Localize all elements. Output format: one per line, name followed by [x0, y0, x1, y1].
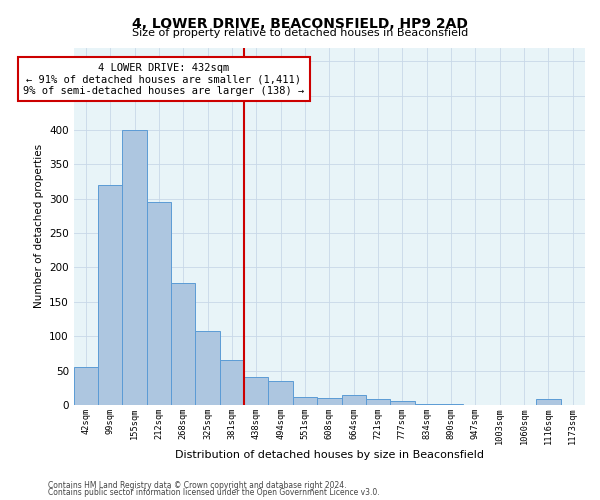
Bar	[122, 130, 147, 405]
Bar	[244, 378, 268, 405]
Text: Size of property relative to detached houses in Beaconsfield: Size of property relative to detached ho…	[132, 28, 468, 38]
Bar	[390, 401, 415, 405]
Bar	[196, 330, 220, 405]
Y-axis label: Number of detached properties: Number of detached properties	[34, 144, 44, 308]
Text: Contains HM Land Registry data © Crown copyright and database right 2024.: Contains HM Land Registry data © Crown c…	[48, 480, 347, 490]
Bar	[98, 185, 122, 405]
Bar	[220, 360, 244, 405]
Bar	[293, 396, 317, 405]
Bar	[147, 202, 171, 405]
Bar	[439, 404, 463, 405]
Bar	[74, 367, 98, 405]
Bar	[317, 398, 341, 405]
Text: Contains public sector information licensed under the Open Government Licence v3: Contains public sector information licen…	[48, 488, 380, 497]
Bar	[366, 400, 390, 405]
Bar	[536, 400, 560, 405]
X-axis label: Distribution of detached houses by size in Beaconsfield: Distribution of detached houses by size …	[175, 450, 484, 460]
Bar	[268, 381, 293, 405]
Bar	[341, 394, 366, 405]
Bar	[415, 404, 439, 405]
Text: 4, LOWER DRIVE, BEACONSFIELD, HP9 2AD: 4, LOWER DRIVE, BEACONSFIELD, HP9 2AD	[132, 18, 468, 32]
Bar	[171, 282, 196, 405]
Text: 4 LOWER DRIVE: 432sqm
← 91% of detached houses are smaller (1,411)
9% of semi-de: 4 LOWER DRIVE: 432sqm ← 91% of detached …	[23, 62, 304, 96]
